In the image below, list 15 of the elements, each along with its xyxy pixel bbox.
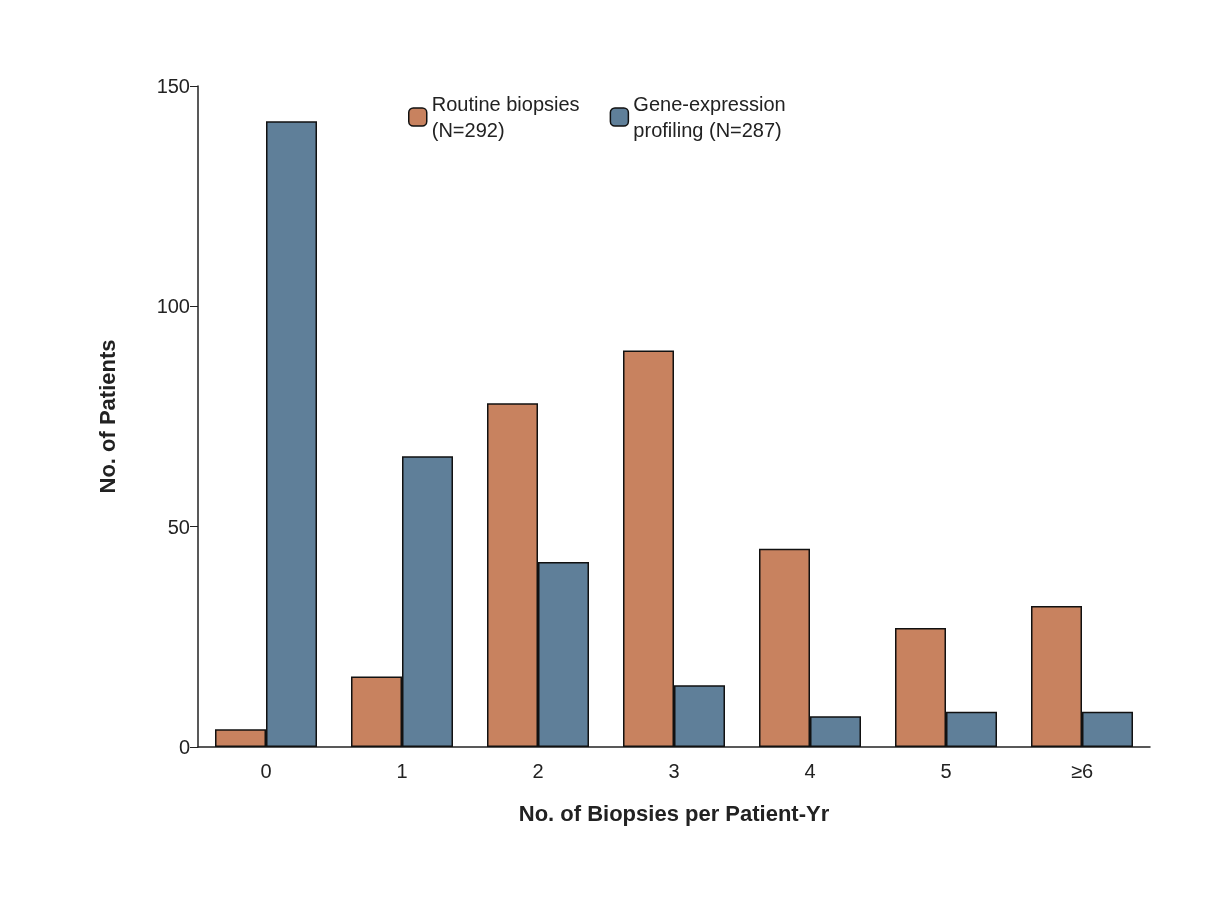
legend-label: Routine biopsies (N=292) xyxy=(431,93,580,141)
legend-label: Gene-expression profiling (N=287) xyxy=(633,93,786,141)
x-tick-label: 0 xyxy=(260,760,272,782)
x-tick-label: ≥6 xyxy=(1070,760,1094,782)
x-tick-label: 1 xyxy=(396,760,408,782)
y-tick-label: 150 xyxy=(156,75,190,97)
y-tick-label: 50 xyxy=(167,515,190,538)
y-axis-title: No. of Patients xyxy=(94,339,120,494)
x-axis-title: No. of Biopsies per Patient-Yr xyxy=(518,800,830,826)
x-tick-label: 2 xyxy=(532,760,544,782)
y-tick-label: 100 xyxy=(156,295,190,318)
x-tick-label: 4 xyxy=(804,760,816,782)
x-tick-label: 5 xyxy=(940,760,952,782)
y-tick-label: 0 xyxy=(178,736,190,758)
x-tick-label: 3 xyxy=(668,760,680,782)
